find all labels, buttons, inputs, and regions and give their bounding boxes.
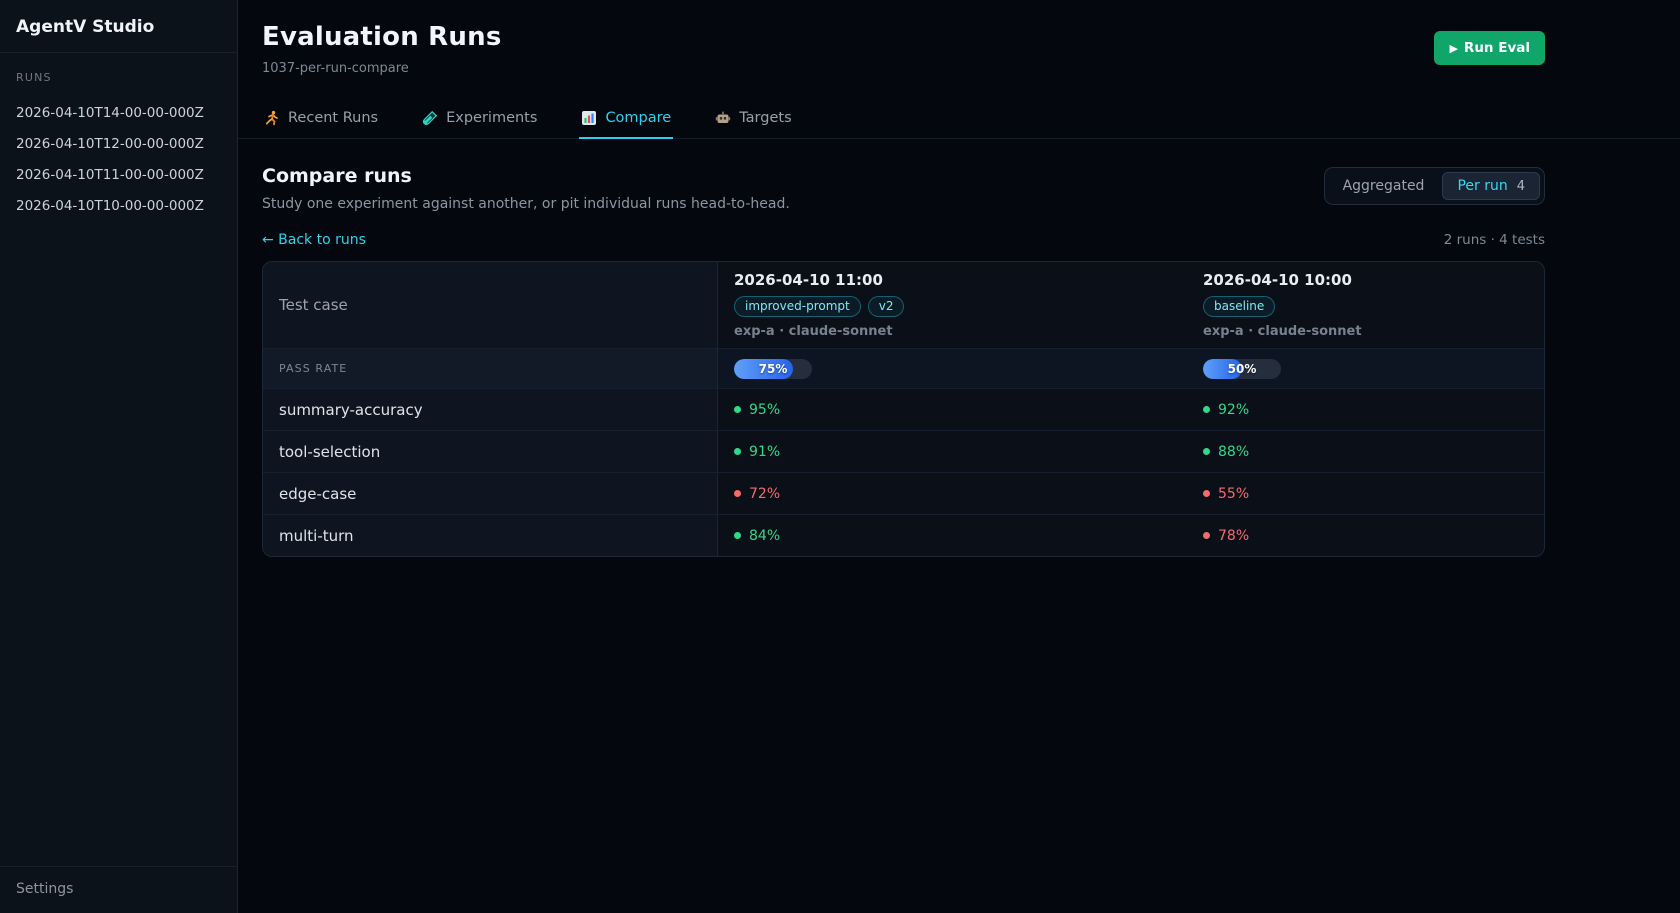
- view-mode-toggle: Aggregated Per run 4: [1323, 167, 1545, 205]
- run-tag: improved-prompt: [734, 296, 861, 317]
- runs-nav: RUNS 2026-04-10T14-00-00-000Z 2026-04-10…: [0, 53, 237, 866]
- test-tube-icon: [423, 110, 438, 126]
- pass-rate-label: PASS RATE: [279, 362, 348, 375]
- test-case-name: edge-case: [279, 484, 357, 503]
- run-column-header: 2026-04-10 11:00 improved-prompt v2 exp-…: [718, 262, 1187, 348]
- result-value: 95%: [734, 402, 780, 418]
- sidebar-run-item[interactable]: 2026-04-10T12-00-00-000Z: [16, 136, 204, 152]
- sidebar-run-item[interactable]: 2026-04-10T14-00-00-000Z: [16, 105, 204, 121]
- run-tag: baseline: [1203, 296, 1276, 317]
- tab-label: Experiments: [446, 110, 538, 126]
- status-dot-icon: [734, 448, 741, 455]
- play-icon: ▶: [1449, 42, 1458, 55]
- pass-rate-cell: 75%: [718, 349, 1187, 388]
- status-dot-icon: [1203, 448, 1210, 455]
- run-meta: exp-a · claude-sonnet: [734, 324, 893, 339]
- compare-title: Compare runs: [262, 165, 412, 187]
- main-area: Evaluation Runs 1037-per-run-compare ▶ Ru…: [238, 0, 1680, 913]
- pass-rate-value: 50%: [1227, 361, 1257, 376]
- result-value: 88%: [1203, 444, 1249, 460]
- compare-table: Test case 2026-04-10 11:00 improved-prom…: [262, 261, 1545, 557]
- status-dot-icon: [1203, 406, 1210, 413]
- toggle-aggregated[interactable]: Aggregated: [1342, 178, 1425, 194]
- run-meta: exp-a · claude-sonnet: [1203, 324, 1362, 339]
- run-timestamp: 2026-04-10 10:00: [1203, 271, 1352, 289]
- pass-rate-bar: 75%: [734, 358, 812, 379]
- run-eval-button[interactable]: ▶ Run Eval: [1434, 31, 1545, 65]
- tab-targets[interactable]: Targets: [713, 102, 793, 139]
- runner-icon: [265, 110, 278, 126]
- bar-chart-icon: [582, 111, 597, 125]
- app-title: AgentV Studio: [0, 0, 237, 53]
- table-row: multi-turn 84% 78%: [263, 514, 1544, 556]
- pass-rate-row: PASS RATE 75% 50%: [263, 348, 1544, 388]
- toggle-per-run[interactable]: Per run 4: [1442, 172, 1540, 200]
- run-timestamp: 2026-04-10 11:00: [734, 271, 883, 289]
- result-value: 84%: [734, 528, 780, 544]
- compare-subtitle: Study one experiment against another, or…: [262, 196, 790, 212]
- status-dot-icon: [1203, 490, 1210, 497]
- run-tag: v2: [867, 296, 905, 317]
- status-dot-icon: [734, 406, 741, 413]
- test-case-name: tool-selection: [279, 442, 381, 461]
- runs-section-label: RUNS: [16, 71, 52, 84]
- test-case-name: summary-accuracy: [279, 400, 423, 419]
- tab-label: Recent Runs: [288, 110, 379, 126]
- runs-summary: 2 runs · 4 tests: [1443, 232, 1545, 248]
- per-run-count-badge: 4: [1516, 178, 1525, 194]
- corner-header-cell: Test case: [263, 262, 718, 348]
- test-case-name: multi-turn: [279, 526, 354, 545]
- sidebar-run-item[interactable]: 2026-04-10T10-00-00-000Z: [16, 198, 204, 214]
- result-value: 78%: [1203, 528, 1249, 544]
- page-header: Evaluation Runs 1037-per-run-compare ▶ Ru…: [262, 22, 1545, 76]
- tab-label: Compare: [605, 110, 672, 126]
- sidebar-run-item[interactable]: 2026-04-10T11-00-00-000Z: [16, 167, 204, 183]
- status-dot-icon: [734, 490, 741, 497]
- pass-rate-bar: 50%: [1203, 358, 1281, 379]
- sidebar: AgentV Studio RUNS 2026-04-10T14-00-00-0…: [0, 0, 238, 913]
- table-header-row: Test case 2026-04-10 11:00 improved-prom…: [263, 262, 1544, 348]
- table-row: summary-accuracy 95% 92%: [263, 388, 1544, 430]
- tab-recent-runs[interactable]: Recent Runs: [262, 102, 380, 139]
- tab-label: Targets: [739, 110, 792, 126]
- tab-compare[interactable]: Compare: [579, 102, 674, 139]
- result-value: 55%: [1203, 486, 1249, 502]
- compare-section-header: Compare runs Study one experiment agains…: [262, 165, 1545, 212]
- robot-icon: [716, 111, 731, 123]
- sidebar-footer: Settings: [0, 866, 237, 913]
- run-column-header: 2026-04-10 10:00 baseline exp-a · claude…: [1187, 262, 1544, 348]
- settings-link[interactable]: Settings: [16, 881, 74, 897]
- page-subtitle: 1037-per-run-compare: [262, 61, 409, 76]
- result-value: 92%: [1203, 402, 1249, 418]
- tabs-bar: Recent Runs Experiments Compare: [238, 102, 1680, 139]
- table-row: edge-case 72% 55%: [263, 472, 1544, 514]
- pass-rate-cell: 50%: [1187, 349, 1544, 388]
- back-to-runs-link[interactable]: ← Back to runs: [262, 232, 366, 248]
- status-dot-icon: [734, 532, 741, 539]
- result-value: 72%: [734, 486, 780, 502]
- table-row: tool-selection 91% 88%: [263, 430, 1544, 472]
- page-title: Evaluation Runs: [262, 22, 502, 52]
- pass-rate-value: 75%: [758, 361, 788, 376]
- result-value: 91%: [734, 444, 780, 460]
- status-dot-icon: [1203, 532, 1210, 539]
- tab-experiments[interactable]: Experiments: [420, 102, 539, 139]
